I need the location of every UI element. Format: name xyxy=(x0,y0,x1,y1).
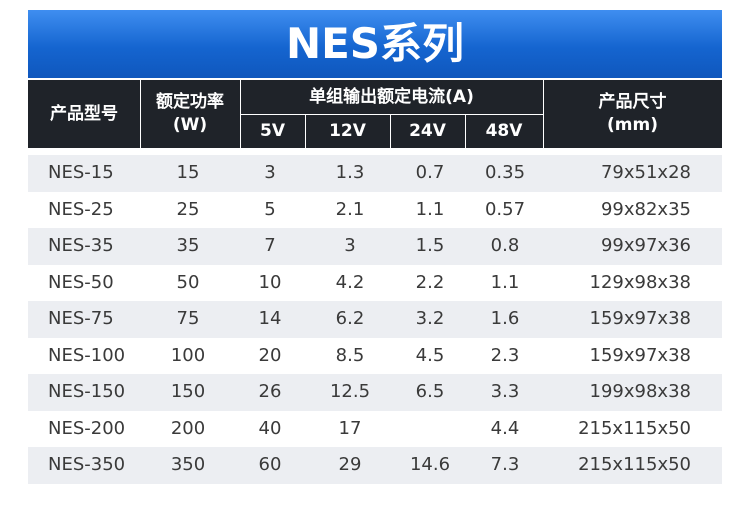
banner xyxy=(28,10,722,78)
header-cell: 12V xyxy=(329,121,366,142)
table-cell: 2.1 xyxy=(335,198,365,220)
table-row xyxy=(28,155,722,192)
table-cell: 129x98x38 xyxy=(589,271,691,293)
table-cell: 99x97x36 xyxy=(600,235,691,256)
table-cell: 20 xyxy=(258,344,282,366)
table-cell: 14.6 xyxy=(409,454,451,475)
table-cell: 7.3 xyxy=(490,454,520,475)
header-divider xyxy=(465,115,466,148)
table-row xyxy=(28,301,722,338)
header-divider xyxy=(305,115,306,148)
table-cell: 1.1 xyxy=(490,271,520,293)
table-cell: 29 xyxy=(338,454,362,475)
header-divider xyxy=(390,115,391,148)
header-cell: 额定功率 (W) xyxy=(156,92,224,135)
table-cell: 10 xyxy=(258,271,282,293)
header-cell: 24V xyxy=(409,121,446,142)
table-cell: 3.3 xyxy=(490,381,520,402)
header-cell: 5V xyxy=(260,121,285,142)
header-cell: 48V xyxy=(485,121,523,142)
table-cell: 2.3 xyxy=(490,344,520,366)
table-row xyxy=(28,447,722,484)
table-cell: NES-100 xyxy=(48,344,126,366)
table-cell: 3 xyxy=(264,162,276,183)
table-cell: 40 xyxy=(258,417,282,439)
header-divider xyxy=(240,80,241,148)
table-cell: 150 xyxy=(170,381,206,402)
table-cell: 75 xyxy=(176,308,200,329)
header-divider xyxy=(543,80,544,148)
table-cell: 159x97x38 xyxy=(589,344,691,366)
table-cell: NES-200 xyxy=(48,417,126,439)
table-cell: NES-35 xyxy=(48,235,114,256)
table-cell: 3 xyxy=(344,235,356,256)
table-cell: 17 xyxy=(338,417,362,439)
table-cell: 1.3 xyxy=(335,162,365,183)
table-cell: 1.5 xyxy=(415,235,445,256)
table-cell: 5 xyxy=(264,198,276,220)
table-cell: 0.57 xyxy=(484,198,526,220)
table-cell: 26 xyxy=(258,381,282,402)
table-row xyxy=(28,228,722,265)
table-cell: 199x98x38 xyxy=(589,381,691,402)
table-cell: 1.1 xyxy=(415,198,445,220)
table-cell: 50 xyxy=(176,271,200,293)
table-cell: NES-50 xyxy=(48,271,114,293)
table-cell: NES-75 xyxy=(48,308,114,329)
table-cell: 350 xyxy=(170,454,206,475)
table-cell: 4.2 xyxy=(335,271,365,293)
table-cell: 100 xyxy=(170,344,206,366)
table-cell: NES-350 xyxy=(48,454,126,475)
header-cell: 产品型号 xyxy=(50,103,118,124)
table-cell: 215x115x50 xyxy=(578,454,691,475)
table-cell: 12.5 xyxy=(329,381,371,402)
table-cell: 4.4 xyxy=(490,417,520,439)
table-row xyxy=(28,374,722,411)
table-cell: 1.6 xyxy=(490,308,520,329)
table-cell: 2.2 xyxy=(415,271,445,293)
table-cell: 6.5 xyxy=(415,381,445,402)
table-cell: 14 xyxy=(258,308,282,329)
table-cell: NES-150 xyxy=(48,381,126,402)
table-cell: 0.8 xyxy=(490,235,520,256)
table-cell: 79x51x28 xyxy=(600,162,691,183)
table-cell: NES-15 xyxy=(48,162,114,183)
table-cell: 200 xyxy=(170,417,206,439)
table-cell: 6.2 xyxy=(335,308,365,329)
table-cell: 8.5 xyxy=(335,344,365,366)
table-cell: 215x115x50 xyxy=(578,417,691,439)
header-cell: 产品尺寸 (mm) xyxy=(598,92,667,135)
table-cell: 159x97x38 xyxy=(589,308,691,329)
table-cell: 7 xyxy=(264,235,276,256)
table-cell: NES-25 xyxy=(48,198,114,220)
table-cell: 35 xyxy=(176,235,200,256)
header-cell: 单组输出额定电流(A) xyxy=(309,86,474,107)
table-cell: 99x82x35 xyxy=(600,198,691,220)
table-cell: 4.5 xyxy=(415,344,445,366)
table-cell: 60 xyxy=(258,454,282,475)
table-cell: 0.7 xyxy=(415,162,445,183)
header-divider xyxy=(240,114,543,115)
table-cell: 15 xyxy=(176,162,200,183)
table-cell xyxy=(390,411,470,448)
table-cell: 0.35 xyxy=(484,162,526,183)
title: NES系列 xyxy=(285,19,465,68)
table-cell: 3.2 xyxy=(415,308,445,329)
table-cell: 25 xyxy=(176,198,200,220)
header-divider xyxy=(140,80,141,148)
